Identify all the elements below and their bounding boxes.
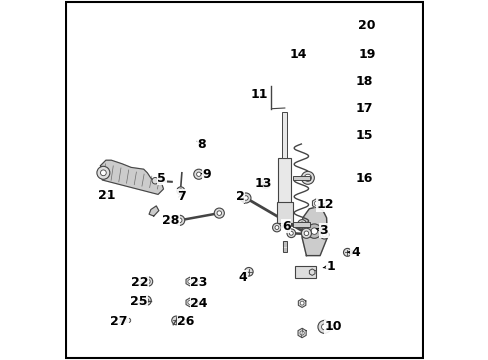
Text: 19: 19 [358, 48, 375, 61]
Circle shape [300, 301, 304, 305]
Bar [294, 266, 316, 278]
Circle shape [101, 170, 106, 176]
Text: 13: 13 [254, 177, 271, 190]
Circle shape [301, 171, 314, 184]
Circle shape [193, 169, 203, 179]
Polygon shape [149, 206, 159, 216]
Circle shape [187, 280, 191, 283]
Text: 8: 8 [197, 138, 206, 151]
Bar [278, 158, 291, 223]
Circle shape [174, 215, 184, 225]
Bar [276, 202, 292, 223]
Text: 23: 23 [190, 276, 207, 289]
Circle shape [289, 231, 293, 235]
Circle shape [310, 271, 313, 274]
Circle shape [304, 231, 308, 235]
Circle shape [243, 196, 248, 200]
Circle shape [320, 230, 328, 239]
Text: 17: 17 [355, 102, 372, 114]
Text: 14: 14 [289, 48, 306, 61]
Text: 21: 21 [98, 189, 116, 202]
Text: 12: 12 [316, 198, 333, 211]
Circle shape [121, 318, 126, 323]
Bar [293, 176, 309, 180]
Circle shape [299, 270, 304, 274]
Text: 5: 5 [157, 172, 166, 185]
Bar [293, 222, 309, 227]
Polygon shape [309, 269, 314, 275]
Circle shape [299, 331, 304, 335]
Circle shape [171, 316, 180, 325]
Polygon shape [312, 199, 320, 208]
Circle shape [241, 193, 250, 203]
Text: 6: 6 [282, 220, 290, 233]
Text: 24: 24 [190, 297, 207, 310]
Circle shape [152, 177, 158, 184]
Circle shape [306, 224, 321, 238]
Text: 2: 2 [235, 190, 244, 203]
Text: 3: 3 [315, 224, 327, 237]
Circle shape [177, 218, 182, 222]
Text: 18: 18 [355, 75, 372, 87]
Polygon shape [298, 299, 305, 307]
Circle shape [317, 320, 330, 333]
Polygon shape [298, 328, 305, 338]
Text: 26: 26 [177, 315, 195, 328]
Circle shape [143, 277, 152, 286]
Circle shape [272, 223, 281, 232]
Circle shape [297, 220, 306, 228]
Polygon shape [185, 298, 193, 307]
Text: 7: 7 [176, 190, 185, 203]
Circle shape [145, 279, 150, 284]
Text: 27: 27 [110, 315, 128, 328]
Circle shape [321, 324, 326, 330]
Circle shape [196, 172, 201, 176]
Text: 11: 11 [250, 88, 267, 101]
Polygon shape [302, 207, 326, 256]
Bar [282, 112, 287, 158]
Circle shape [142, 296, 151, 305]
Circle shape [310, 228, 317, 234]
Circle shape [144, 298, 148, 303]
Circle shape [187, 301, 191, 304]
Text: 25: 25 [129, 295, 147, 308]
Circle shape [322, 233, 325, 237]
Circle shape [179, 189, 182, 193]
Circle shape [214, 208, 224, 218]
Circle shape [274, 226, 278, 229]
Circle shape [244, 267, 253, 276]
Text: 4: 4 [347, 246, 359, 259]
Text: 16: 16 [355, 172, 372, 185]
Text: 1: 1 [323, 260, 335, 273]
Text: 9: 9 [201, 168, 211, 181]
Circle shape [286, 229, 295, 238]
Bar [283, 241, 286, 252]
Polygon shape [185, 277, 193, 286]
Circle shape [177, 187, 184, 195]
Circle shape [260, 179, 269, 188]
Circle shape [217, 211, 221, 215]
Text: 22: 22 [131, 276, 148, 289]
Circle shape [343, 248, 351, 256]
Text: 28: 28 [162, 214, 180, 227]
Text: 10: 10 [325, 320, 342, 333]
Circle shape [126, 318, 130, 323]
Polygon shape [101, 160, 163, 194]
Circle shape [300, 222, 304, 226]
Text: 20: 20 [357, 19, 375, 32]
Circle shape [304, 174, 311, 181]
Text: 15: 15 [355, 129, 372, 141]
Circle shape [297, 268, 306, 276]
Circle shape [97, 166, 110, 179]
Text: 4: 4 [238, 271, 247, 284]
Circle shape [314, 201, 318, 206]
Circle shape [301, 228, 311, 238]
